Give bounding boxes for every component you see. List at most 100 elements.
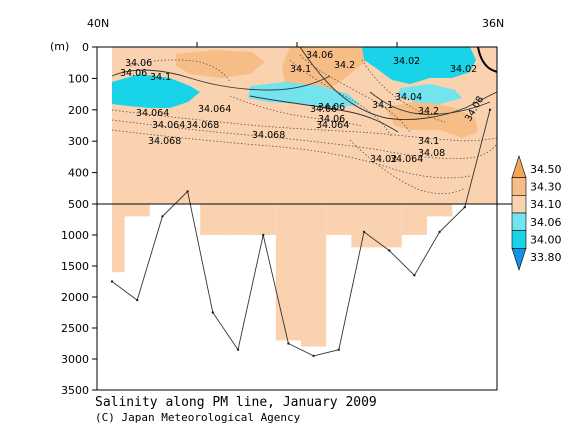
lower-data-column (427, 204, 453, 217)
station-point (438, 230, 441, 234)
contour-label: 34.068 (186, 120, 219, 131)
low-salinity-patch-right (362, 47, 476, 84)
y-tick-label: 2000 (61, 291, 89, 304)
contour-label: 34.064 (152, 120, 185, 131)
chart-credit: (C) Japan Meteorological Agency (95, 411, 301, 424)
y-tick-label: 200 (68, 104, 89, 117)
right-latitude-label: 36N (482, 17, 505, 30)
lower-data-column (200, 204, 226, 235)
station-point (262, 233, 265, 237)
colorbar-label: 34.50 (530, 163, 562, 176)
contour-label: 34.064 (136, 108, 169, 119)
y-tick-label: 1500 (61, 260, 89, 273)
contour-label: 34.06 (120, 68, 147, 79)
station-point (161, 215, 164, 218)
low-salinity-patch-mid (248, 82, 360, 108)
station-points (110, 108, 492, 358)
colorbar-swatch (511, 248, 527, 271)
thick-boundary-contour (477, 47, 497, 73)
colorbar-swatch (511, 195, 527, 214)
station-point (413, 274, 416, 277)
y-tick-label: 2500 (61, 322, 89, 335)
y-tick-label: 3000 (61, 353, 89, 366)
station-point (312, 354, 315, 358)
station-point (287, 342, 290, 345)
contour-label: 34.02 (393, 56, 420, 67)
contour-label: 34.1 (372, 100, 393, 111)
colorbar-swatch (511, 177, 527, 196)
station-point (337, 348, 340, 351)
colorbar-label: 33.80 (530, 251, 562, 264)
contour-label: 34.02 (450, 64, 477, 75)
y-tick-label: 400 (68, 167, 89, 180)
chart-title: Salinity along PM line, January 2009 (95, 395, 377, 410)
high-salinity-patch-3 (176, 50, 265, 78)
y-axis-unit: (m) (50, 40, 70, 53)
contour-label: 34.064 (198, 104, 231, 115)
y-tick-label: 300 (68, 135, 89, 148)
colorbar-label: 34.00 (530, 234, 562, 247)
lower-data-column (376, 204, 402, 248)
low-salinity-patch-left (112, 74, 200, 108)
y-tick-label: 3500 (61, 384, 89, 397)
y-tick-label: 500 (68, 198, 89, 211)
colorbar: 34.50 34.30 34.10 34.06 34.00 33.80 (511, 155, 562, 271)
contour-label: 34.04 (395, 92, 422, 103)
low-salinity-patch-right2 (398, 84, 462, 104)
lower-data-column (250, 204, 276, 235)
lower-data-column (326, 204, 352, 235)
left-latitude-label: 40N (87, 17, 110, 30)
colorbar-label: 34.06 (530, 216, 562, 229)
station-point (236, 348, 240, 351)
contour-label: 34.1 (290, 64, 311, 75)
contour-label: 34.08 (418, 148, 445, 159)
colorbar-label: 34.10 (530, 198, 562, 211)
contour-label: 34.1 (150, 72, 171, 83)
y-tick-label: 1000 (61, 229, 89, 242)
contour-label: 34.06 (125, 58, 152, 69)
high-salinity-patch-2 (385, 100, 478, 138)
y-tick-label: 100 (68, 72, 89, 85)
contour-label: 34.064 (316, 120, 349, 131)
station-point (362, 230, 366, 234)
lower-data-column (401, 204, 427, 235)
colorbar-label: 34.30 (530, 181, 562, 194)
solid-contours (111, 47, 497, 133)
y-axis-ticks: 0 100 200 300 400 500 1000 1500 2000 2500 3000 3500 (61, 41, 97, 397)
station-point (388, 249, 391, 252)
lower-data-column (275, 204, 301, 341)
lower-data-column (351, 204, 377, 248)
contour-label: 34.1 (418, 136, 439, 147)
upper-left-gap (97, 47, 112, 204)
high-salinity-patch (282, 47, 370, 96)
lower-data-column (301, 204, 327, 347)
contour-label: 34.2 (334, 60, 355, 71)
top-ticks (196, 42, 398, 47)
lower-data-column (225, 204, 251, 235)
colorbar-swatch (511, 212, 527, 231)
colorbar-swatch (511, 230, 527, 249)
station-point (110, 280, 114, 283)
contour-label: 34.068 (148, 136, 181, 147)
station-point (136, 298, 139, 302)
contour-label: 34.06 (310, 104, 337, 115)
contour-label: 34.06 (318, 114, 345, 125)
station-point (488, 108, 492, 112)
lower-salinity-fill (112, 204, 453, 347)
station-point (211, 311, 214, 314)
y-tick-label: 0 (82, 41, 89, 54)
contour-label: 34.2 (418, 106, 439, 117)
station-point (463, 205, 466, 209)
contour-label: 34.02 (370, 154, 397, 165)
lower-data-column (112, 204, 125, 273)
contour-label: 34.06 (306, 50, 333, 61)
contour-label: 34.064 (390, 154, 423, 165)
colorbar-swatch (511, 155, 527, 178)
station-point (186, 190, 189, 193)
contour-label: 34.06 (318, 102, 345, 113)
lower-data-column (124, 204, 150, 217)
contour-label: 34.068 (252, 130, 285, 141)
